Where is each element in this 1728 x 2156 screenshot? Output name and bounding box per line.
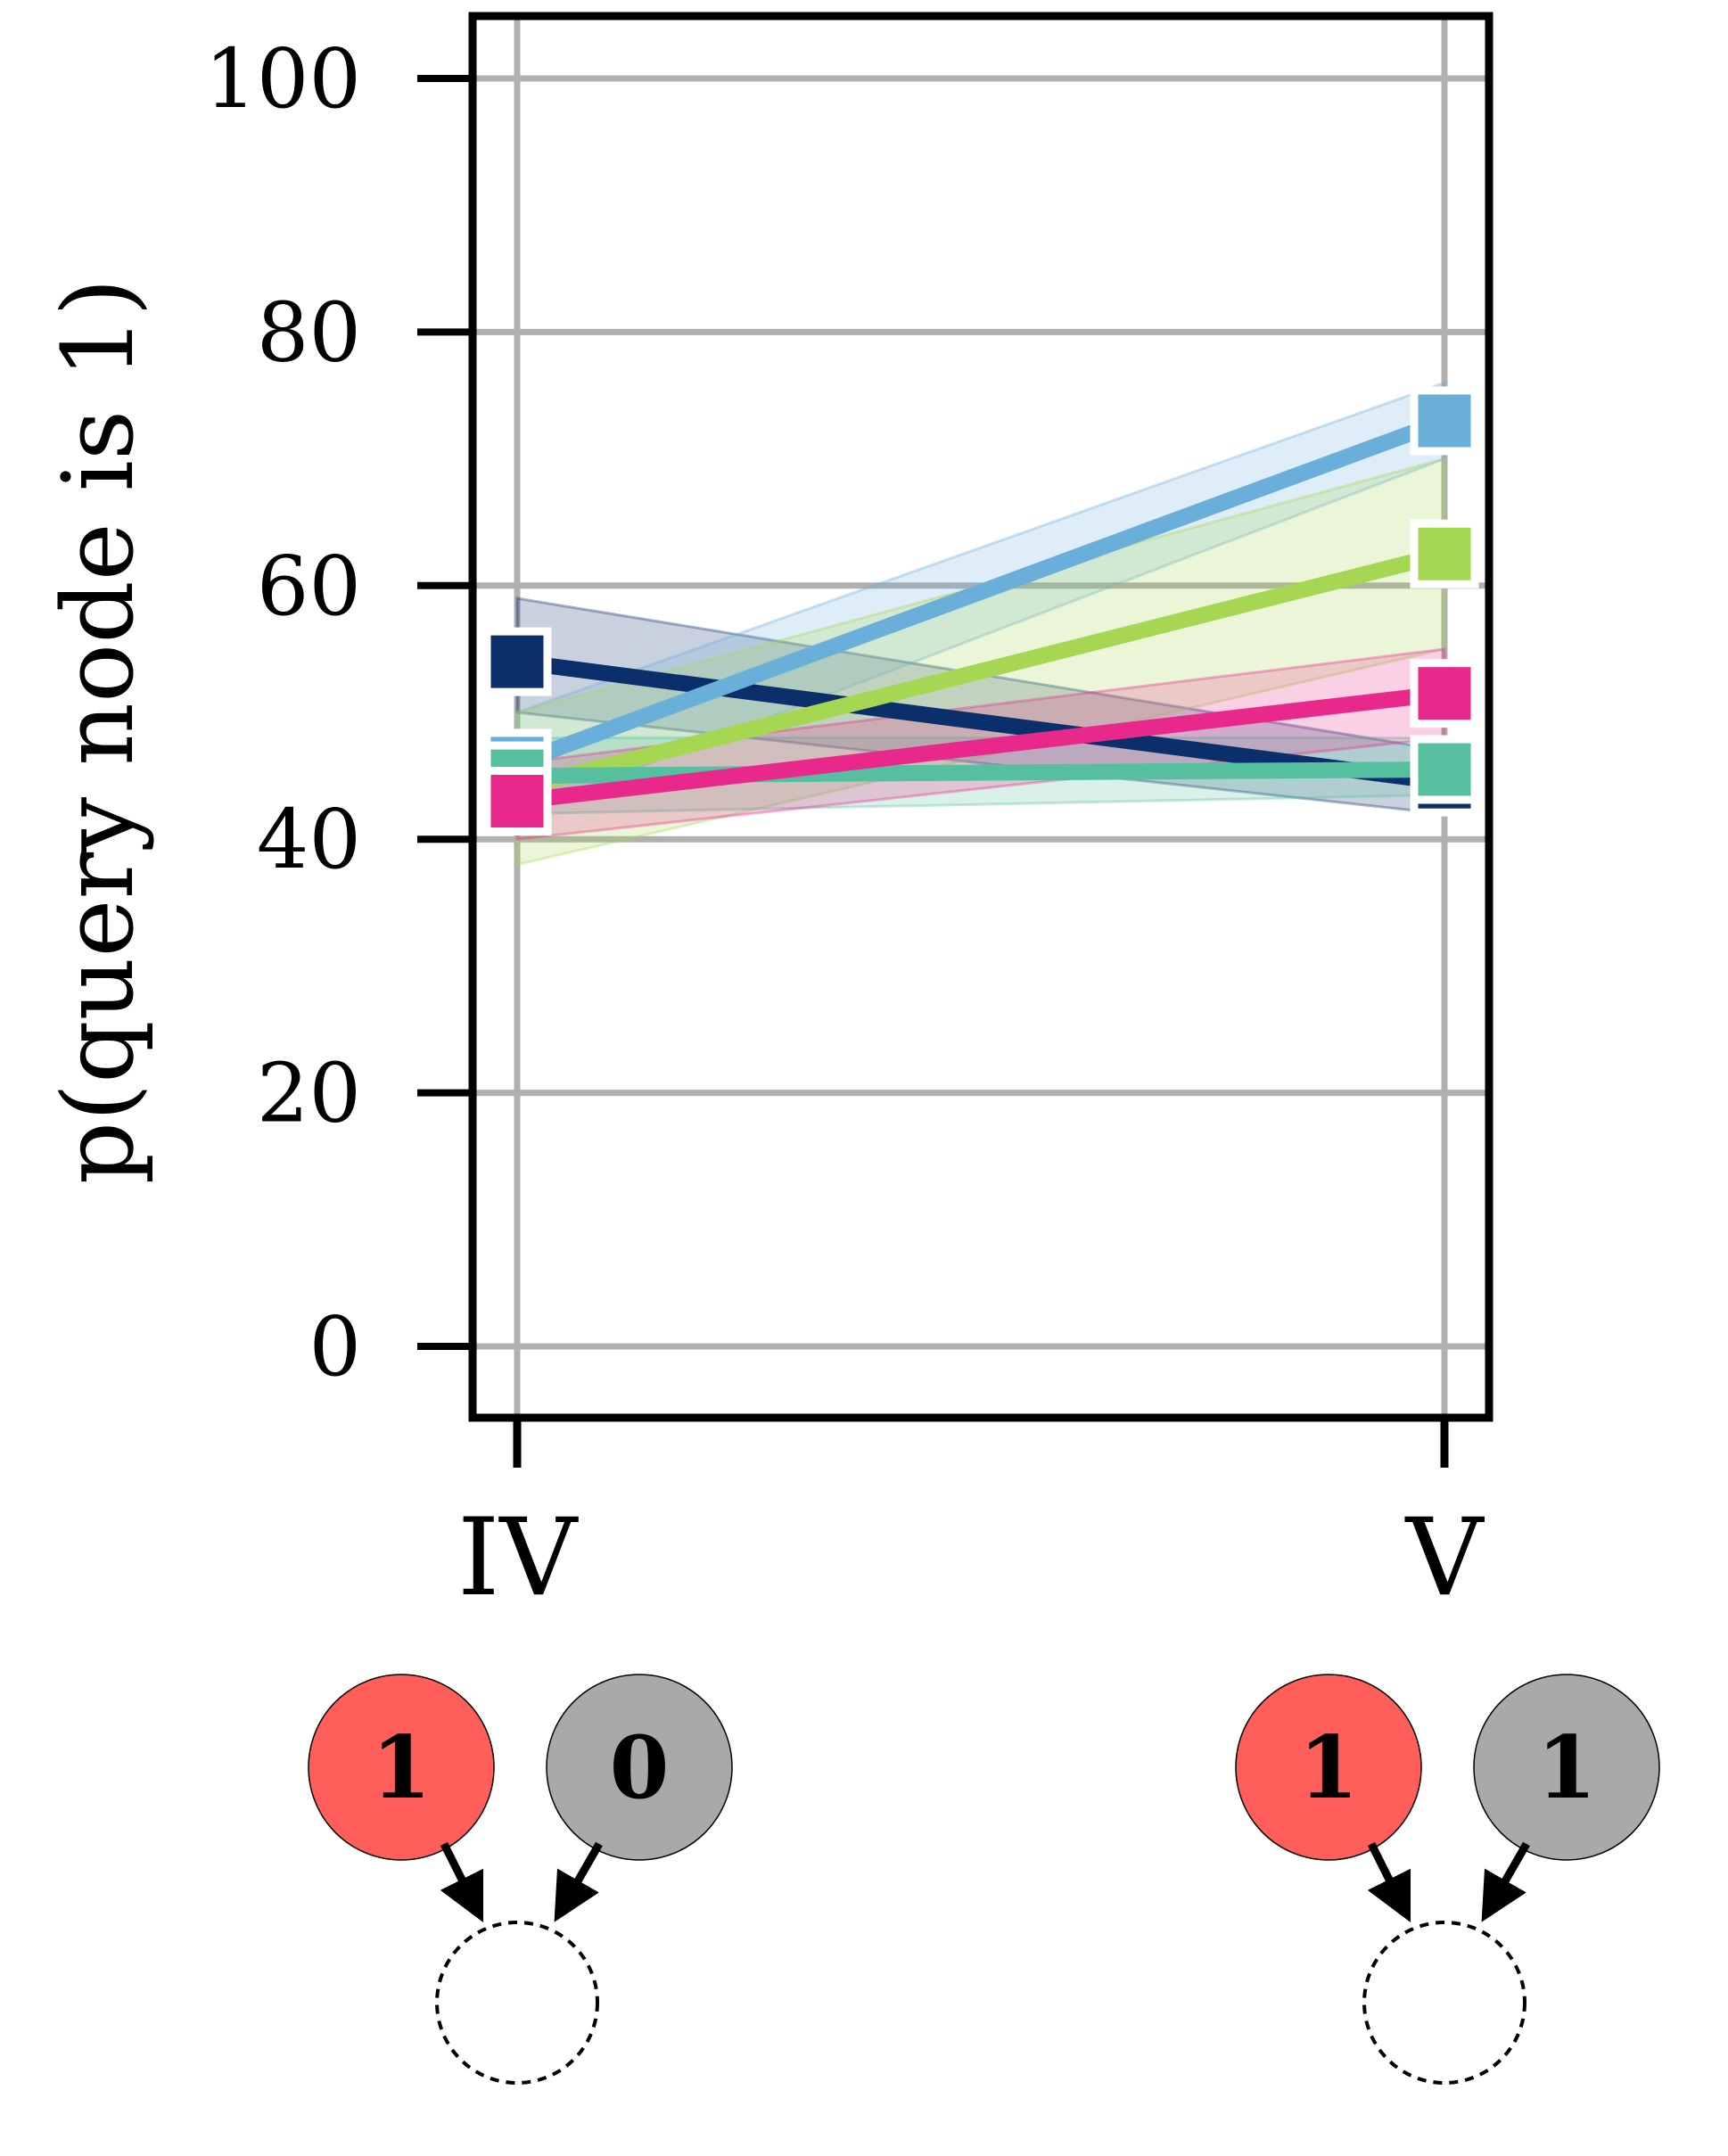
y-tick-label: 100 [204, 31, 361, 127]
parent-node-b [546, 1674, 733, 1861]
y-tick-label: 80 [257, 284, 361, 380]
query-node [1362, 1921, 1526, 2085]
arrow-b [1481, 1841, 1530, 1922]
arrow-a [1367, 1841, 1411, 1923]
x-tick-label: IV [457, 1496, 579, 1620]
series-line [514, 413, 1448, 771]
series-line [516, 761, 1445, 785]
series-markers [482, 386, 1479, 836]
parent-node-a-value: 1 [372, 1717, 432, 1818]
arrow-a [440, 1841, 484, 1923]
y-tick-label: 60 [257, 539, 361, 634]
series-lines [514, 413, 1448, 810]
query-node [435, 1921, 599, 2085]
x-tick-label: V [1404, 1496, 1485, 1620]
y-tick-label: 40 [257, 792, 361, 887]
series-line [515, 654, 1446, 791]
y-axis-label: p(query node is 1) [41, 278, 155, 1184]
data-point-marker [1410, 659, 1479, 728]
data-point-marker [1410, 735, 1479, 804]
parent-node-a [308, 1674, 495, 1861]
y-axis: 0 20 40 60 80 100 [204, 31, 473, 1395]
arrow-b [554, 1841, 603, 1922]
data-point-marker [482, 767, 552, 836]
series-line [514, 546, 1447, 797]
y-tick-label: 20 [257, 1046, 361, 1141]
data-point-marker [482, 627, 552, 696]
data-point-marker [1410, 519, 1479, 588]
parent-node-b-value: 1 [1537, 1717, 1597, 1818]
series-line [515, 685, 1446, 810]
plot-frame [468, 12, 1493, 1422]
parent-node-a [1235, 1674, 1422, 1861]
grid [473, 16, 1489, 1418]
parent-node-b [1473, 1674, 1660, 1861]
x-axis: IV V [457, 1418, 1485, 1620]
parent-node-b-value: 0 [610, 1717, 670, 1818]
y-tick-label: 0 [309, 1299, 361, 1395]
parent-node-a-value: 1 [1299, 1717, 1359, 1818]
data-point-marker [1410, 386, 1479, 456]
